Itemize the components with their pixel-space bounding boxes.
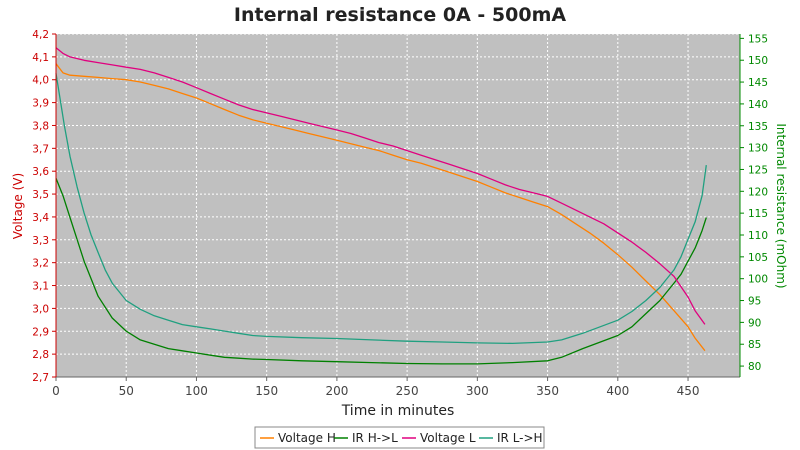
left-tick-label: 3,3 [32, 235, 49, 247]
right-tick-label: 155 [748, 33, 768, 45]
plot-area [56, 34, 740, 377]
left-tick-label: 3,2 [32, 258, 49, 270]
x-tick-label: 150 [255, 384, 278, 398]
x-tick-label: 0 [52, 384, 60, 398]
chart-title: Internal resistance 0A - 500mA [234, 4, 566, 26]
left-tick-label: 3,1 [32, 281, 49, 293]
x-tick-label: 400 [606, 384, 629, 398]
x-axis-label: Time in minutes [341, 403, 455, 419]
right-tick-label: 90 [748, 317, 761, 329]
left-tick-label: 2,9 [32, 326, 49, 338]
series-line-voltage-h [55, 63, 706, 352]
left-tick-label: 3,6 [32, 166, 49, 178]
left-tick-label: 2,8 [32, 349, 49, 361]
legend-items: Voltage H IR H->L Voltage L IR L->H [260, 431, 543, 445]
right-tick-label: 145 [748, 77, 768, 89]
right-tick-label: 85 [748, 339, 761, 351]
right-tick-label: 125 [748, 164, 768, 176]
left-tick-label: 4,2 [32, 29, 49, 41]
x-tick-label: 300 [466, 384, 489, 398]
left-tick-label: 3,4 [32, 212, 49, 224]
x-tick-labels: 0 50 100 150 200 250 300 350 400 450 [52, 377, 699, 398]
left-tick-label: 3,7 [32, 143, 49, 155]
right-tick-label: 110 [748, 230, 768, 242]
right-tick-label: 130 [748, 143, 768, 155]
left-tick-label: 3,8 [32, 120, 49, 132]
x-tick-label: 250 [396, 384, 419, 398]
x-tick-label: 50 [119, 384, 134, 398]
series-layer [55, 47, 707, 365]
legend-label-voltage-h: Voltage H [278, 431, 336, 445]
x-tick-label: 100 [185, 384, 208, 398]
legend: Voltage H IR H->L Voltage L IR L->H [254, 426, 545, 449]
left-tick-label: 3,0 [32, 303, 49, 315]
series-line-ir-l-h [55, 73, 707, 345]
x-tick-label: 200 [325, 384, 348, 398]
legend-label-ir-h-l: IR H->L [352, 431, 398, 445]
x-tick-label: 350 [536, 384, 559, 398]
left-tick-label: 2,7 [32, 372, 49, 384]
series-line-voltage-l [55, 47, 706, 325]
legend-label-ir-l-h: IR L->H [497, 431, 543, 445]
left-tick-label: 3,5 [32, 189, 49, 201]
axes [55, 34, 741, 378]
y-left-axis-label: Voltage (V) [11, 173, 25, 239]
right-tick-label: 150 [748, 55, 768, 67]
right-tick-label: 95 [748, 296, 761, 308]
x-tick-label: 450 [677, 384, 700, 398]
right-tick-label: 115 [748, 208, 768, 220]
right-tick-label: 135 [748, 121, 768, 133]
series-line-ir-h-l [55, 177, 707, 365]
left-tick-labels: 2,7 2,8 2,9 3,0 3,1 3,2 3,3 3,4 3,5 3,6 3,7 3,8 3,9 4… [32, 29, 56, 384]
right-tick-label: 80 [748, 361, 761, 373]
right-tick-labels: 80 85 90 95 100 105 110 115 120 125 130 135 140 145 15… [740, 33, 768, 373]
right-tick-label: 100 [748, 274, 768, 286]
right-tick-label: 120 [748, 186, 768, 198]
legend-box [254, 426, 545, 449]
y-right-axis-label: Internal resistance (mOhm) [774, 123, 788, 288]
right-tick-label: 140 [748, 99, 768, 111]
right-tick-label: 105 [748, 252, 768, 264]
left-tick-label: 4,1 [32, 52, 49, 64]
legend-label-voltage-l: Voltage L [420, 431, 476, 445]
left-tick-label: 3,9 [32, 98, 49, 110]
left-tick-label: 4,0 [32, 75, 49, 87]
